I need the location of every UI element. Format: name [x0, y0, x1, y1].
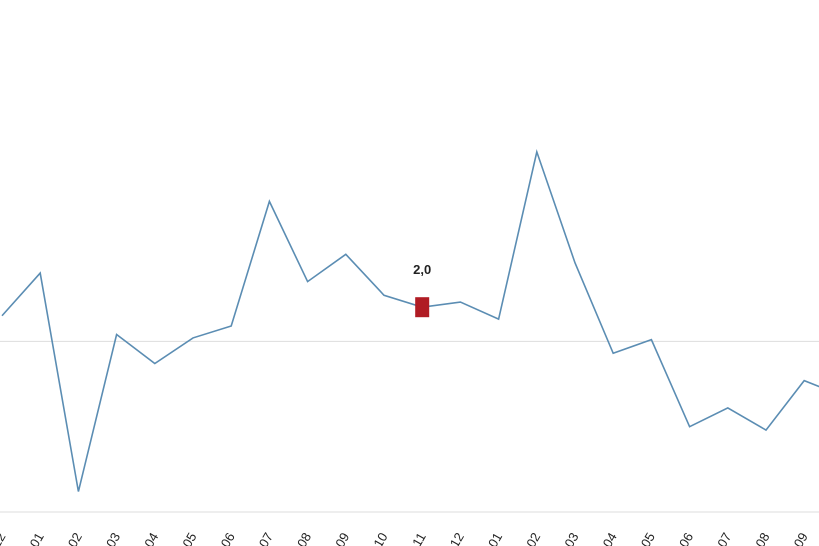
- x-tick-label: 05: [179, 530, 199, 546]
- x-tick-label: 09: [332, 530, 352, 546]
- x-tick-label: 07: [714, 530, 734, 546]
- x-tick-label: 02: [523, 530, 543, 546]
- x-tick-label: 07: [256, 530, 276, 546]
- x-tick-label: 11: [409, 530, 429, 546]
- x-tick-label: 04: [600, 530, 620, 546]
- x-tick-label: 06: [676, 530, 696, 546]
- x-tick-label: 02: [65, 530, 85, 546]
- x-tick-label: 05: [638, 530, 658, 546]
- line-series: [1, 148, 819, 492]
- x-tick-label: 09: [791, 530, 811, 546]
- highlight-marker: [415, 297, 430, 318]
- x-tick-label: 12: [447, 530, 467, 546]
- x-tick-label: 08: [294, 530, 314, 546]
- x-tick-label: 01: [485, 530, 505, 546]
- x-tick-label: 03: [561, 530, 581, 546]
- x-tick-label: 04: [141, 530, 161, 546]
- data-label: 2,0: [413, 262, 431, 277]
- x-tick-label: 03: [103, 530, 123, 546]
- x-tick-label: 10: [370, 530, 390, 546]
- x-tick-label: 12: [0, 530, 9, 546]
- x-tick-label: 08: [752, 530, 772, 546]
- x-tick-label: 01: [27, 530, 47, 546]
- x-tick-label: 06: [218, 530, 238, 546]
